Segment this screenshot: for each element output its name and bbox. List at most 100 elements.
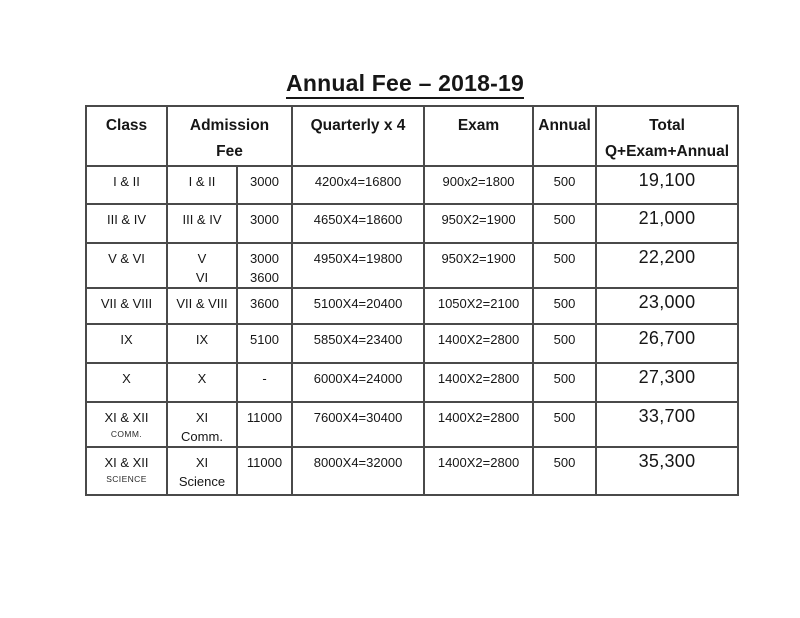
annual-value: 500 bbox=[553, 371, 576, 386]
header-total-line2: Q+Exam+Annual bbox=[604, 143, 730, 160]
cell-admission-fee: - bbox=[235, 362, 294, 403]
class-label: XI & XII bbox=[104, 410, 149, 425]
exam-value: 950X2=1900 bbox=[441, 251, 516, 266]
cell-admission-class: XI Comm. bbox=[166, 401, 238, 448]
total-value: 27,300 bbox=[638, 367, 696, 387]
admission-fee-value: 11000 bbox=[246, 410, 283, 425]
cell-quarterly: 4950X4=19800 bbox=[291, 242, 426, 289]
cell-class: V & VI bbox=[85, 242, 168, 289]
cell-class: IX bbox=[85, 323, 168, 364]
admission-fee-value: 3000 bbox=[250, 251, 279, 266]
exam-value: 1400X2=2800 bbox=[437, 410, 520, 425]
quarterly-value: 4950X4=19800 bbox=[313, 251, 403, 266]
cell-class: XI & XII SCIENCE bbox=[85, 446, 168, 496]
cell-annual: 500 bbox=[532, 323, 598, 364]
cell-quarterly: 7600X4=30400 bbox=[291, 401, 426, 448]
class-label: IX bbox=[120, 332, 133, 347]
cell-total: 26,700 bbox=[595, 323, 740, 364]
cell-class: X bbox=[85, 362, 168, 403]
table-row: X X - 6000X4=24000 1400X2=2800 500 27,30… bbox=[85, 362, 740, 403]
cell-annual: 500 bbox=[532, 446, 598, 496]
total-value: 21,000 bbox=[638, 208, 696, 228]
total-value: 19,100 bbox=[638, 170, 696, 190]
table-row: VII & VIII VII & VIII 3600 5100X4=20400 … bbox=[85, 287, 740, 325]
fee-table: Class Admission Fee Quarterly x 4 Exam A… bbox=[85, 105, 740, 496]
class-label: X bbox=[122, 371, 131, 386]
cell-admission-fee: 3600 bbox=[235, 287, 294, 325]
header-admission-fee: Admission Fee bbox=[165, 105, 294, 167]
header-quarterly: Quarterly x 4 bbox=[291, 105, 426, 167]
admission-class-label: XI bbox=[195, 410, 209, 425]
class-label: III & IV bbox=[106, 212, 146, 227]
quarterly-value: 4650X4=18600 bbox=[313, 212, 403, 227]
header-annual-label: Annual bbox=[538, 117, 591, 134]
cell-admission-fee: 3000 3600 bbox=[235, 242, 294, 289]
cell-exam: 1400X2=2800 bbox=[423, 401, 535, 448]
exam-value: 950X2=1900 bbox=[441, 212, 516, 227]
admission-class-label-2: VI bbox=[195, 270, 209, 285]
table-row: V & VI V VI 3000 3600 4950X4=19800 950X2… bbox=[85, 242, 740, 289]
cell-total: 27,300 bbox=[595, 362, 740, 403]
page-title: Annual Fee – 2018-19 bbox=[75, 70, 735, 99]
annual-value: 500 bbox=[553, 296, 576, 311]
annual-value: 500 bbox=[553, 212, 576, 227]
admission-class-label: V bbox=[197, 251, 207, 266]
admission-class-label-2: Science bbox=[178, 474, 226, 489]
annual-value: 500 bbox=[553, 251, 576, 266]
header-total: Total Q+Exam+Annual bbox=[595, 105, 740, 167]
cell-quarterly: 8000X4=32000 bbox=[291, 446, 426, 496]
header-quarterly-label: Quarterly x 4 bbox=[310, 117, 406, 134]
annual-value: 500 bbox=[553, 174, 576, 189]
cell-quarterly: 4200x4=16800 bbox=[291, 165, 426, 205]
cell-class: III & IV bbox=[85, 203, 168, 244]
cell-quarterly: 4650X4=18600 bbox=[291, 203, 426, 244]
cell-class: XI & XII COMM. bbox=[85, 401, 168, 448]
exam-value: 1050X2=2100 bbox=[437, 296, 520, 311]
exam-value: 1400X2=2800 bbox=[437, 455, 520, 470]
cell-exam: 1400X2=2800 bbox=[423, 323, 535, 364]
cell-total: 21,000 bbox=[595, 203, 740, 244]
cell-annual: 500 bbox=[532, 165, 598, 205]
table-row: III & IV III & IV 3000 4650X4=18600 950X… bbox=[85, 203, 740, 244]
cell-admission-fee: 11000 bbox=[235, 446, 294, 496]
cell-admission-class: IX bbox=[166, 323, 238, 364]
page-title-text: Annual Fee – 2018-19 bbox=[286, 70, 524, 99]
total-value: 35,300 bbox=[638, 451, 696, 471]
class-stream-label: COMM. bbox=[110, 429, 143, 439]
cell-total: 23,000 bbox=[595, 287, 740, 325]
class-label: I & II bbox=[113, 174, 140, 189]
header-admission-line1: Admission bbox=[189, 117, 270, 134]
exam-value: 900x2=1800 bbox=[442, 174, 515, 189]
header-annual: Annual bbox=[532, 105, 598, 167]
total-value: 22,200 bbox=[638, 247, 696, 267]
cell-admission-class: VII & VIII bbox=[166, 287, 238, 325]
quarterly-value: 6000X4=24000 bbox=[313, 371, 403, 386]
cell-total: 35,300 bbox=[595, 446, 740, 496]
cell-admission-class: III & IV bbox=[166, 203, 238, 244]
admission-class-label: I & II bbox=[188, 174, 216, 189]
cell-exam: 1400X2=2800 bbox=[423, 446, 535, 496]
admission-class-label: III & IV bbox=[182, 212, 222, 227]
cell-quarterly: 5850X4=23400 bbox=[291, 323, 426, 364]
admission-class-label: IX bbox=[195, 332, 209, 347]
cell-admission-fee: 5100 bbox=[235, 323, 294, 364]
admission-fee-value-2: 3600 bbox=[250, 270, 279, 285]
exam-value: 1400X2=2800 bbox=[437, 332, 520, 347]
class-label: V & VI bbox=[108, 251, 145, 266]
admission-class-label: X bbox=[197, 371, 207, 386]
cell-admission-class: I & II bbox=[166, 165, 238, 205]
cell-annual: 500 bbox=[532, 362, 598, 403]
cell-exam: 900x2=1800 bbox=[423, 165, 535, 205]
header-total-line1: Total bbox=[649, 117, 685, 134]
admission-class-label: VII & VIII bbox=[176, 296, 228, 311]
header-row: Class Admission Fee Quarterly x 4 Exam A… bbox=[85, 105, 740, 167]
table-row: XI & XII SCIENCE XI Science 11000 8000X4… bbox=[85, 446, 740, 496]
cell-total: 33,700 bbox=[595, 401, 740, 448]
cell-exam: 950X2=1900 bbox=[423, 203, 535, 244]
admission-class-label-2: Comm. bbox=[181, 429, 223, 444]
cell-quarterly: 6000X4=24000 bbox=[291, 362, 426, 403]
cell-admission-class: X bbox=[166, 362, 238, 403]
cell-quarterly: 5100X4=20400 bbox=[291, 287, 426, 325]
admission-fee-value: 3000 bbox=[250, 174, 279, 189]
